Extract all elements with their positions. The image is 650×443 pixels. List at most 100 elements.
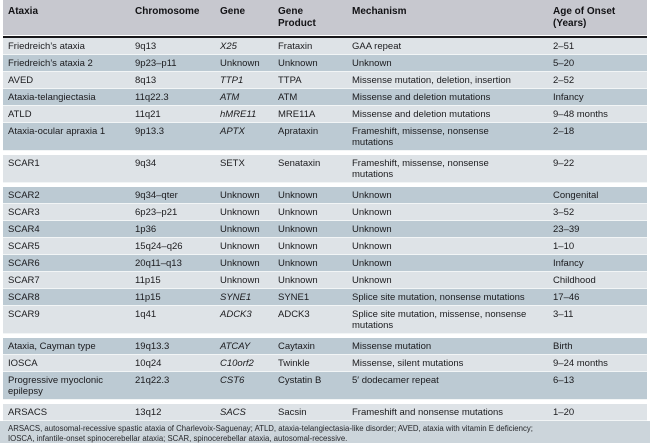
cell-ataxia: Friedreich’s ataxia 2 [8, 58, 93, 69]
cell-gene-product: Unknown [278, 190, 318, 201]
cell-mechanism: Missense mutation [352, 341, 432, 352]
cell-age-of-onset: 1–20 [553, 407, 575, 418]
cell-chromosome: 20q11–q13 [135, 258, 182, 269]
cell-age-of-onset: 17–46 [553, 292, 580, 303]
cell-chromosome: 9p23–p11 [135, 58, 177, 69]
table-row: SCAR8 11p15 SYNE1 SYNE1 Splice site muta… [3, 289, 647, 306]
table-row: SCAR3 6p23–p21 Unknown Unknown Unknown 3… [3, 204, 647, 221]
cell-gene-product: Cystatin B [278, 375, 322, 386]
table-row: IOSCA 10q24 C10orf2 Twinkle Missense, si… [3, 355, 647, 372]
cell-gene-product: Caytaxin [278, 341, 315, 352]
cell-chromosome: 9q13 [135, 41, 157, 52]
cell-ataxia: Ataxia-ocular apraxia 1 [8, 126, 106, 137]
header-divider-dark [3, 36, 647, 38]
cell-gene: SACS [220, 407, 246, 418]
cell-gene-product: SYNE1 [278, 292, 310, 303]
table-row: ARSACS 13q12 SACS Sacsin Frameshift and … [3, 404, 647, 421]
table-row: SCAR1 9q34 SETX Senataxin Frameshift, mi… [3, 155, 647, 183]
cell-mechanism: Unknown [352, 258, 392, 269]
cell-chromosome: 1p36 [135, 224, 157, 235]
cell-chromosome: 6p23–p21 [135, 207, 178, 218]
cell-age-of-onset: 6–13 [553, 375, 575, 386]
table-body: Friedreich’s ataxia 9q13 X25 Frataxin GA… [3, 38, 647, 421]
table-row: Progressive myoclonic epilepsy 21q22.3 C… [3, 372, 647, 400]
cell-mechanism: Unknown [352, 207, 392, 218]
cell-gene-product: ATM [278, 92, 298, 103]
cell-ataxia: SCAR4 [8, 224, 40, 235]
cell-chromosome: 8q13 [135, 75, 157, 86]
cell-chromosome: 19q13.3 [135, 341, 170, 352]
cell-chromosome: 11p15 [135, 292, 161, 303]
cell-chromosome: 1q41 [135, 309, 157, 320]
table-row: SCAR7 11p15 Unknown Unknown Unknown Chil… [3, 272, 647, 289]
cell-gene: SYNE1 [220, 292, 252, 303]
cell-age-of-onset: 23–39 [553, 224, 580, 235]
table-row: Ataxia-ocular apraxia 1 9p13.3 APTX Apra… [3, 123, 647, 151]
cell-gene: ATCAY [220, 341, 251, 352]
column-header-gene-product: Gene Product [278, 6, 316, 29]
ataxia-table: Ataxia Chromosome Gene Gene Product Mech… [3, 0, 647, 421]
cell-mechanism: Missense mutation, deletion, insertion [352, 75, 511, 86]
cell-age-of-onset: Childhood [553, 275, 596, 286]
cell-gene: ATM [220, 92, 240, 103]
cell-gene-product: Frataxin [278, 41, 313, 52]
cell-gene: Unknown [220, 190, 260, 201]
cell-ataxia: IOSCA [8, 358, 38, 369]
cell-mechanism: Missense, silent mutations [352, 358, 464, 369]
cell-age-of-onset: Infancy [553, 92, 584, 103]
cell-gene-product: Aprataxin [278, 126, 319, 137]
table-row: SCAR4 1p36 Unknown Unknown Unknown 23–39 [3, 221, 647, 238]
cell-age-of-onset: 9–48 months [553, 109, 608, 120]
cell-gene: C10orf2 [220, 358, 254, 369]
cell-gene: ADCK3 [220, 309, 252, 320]
cell-age-of-onset: Birth [553, 341, 573, 352]
cell-ataxia: SCAR7 [8, 275, 40, 286]
cell-chromosome: 21q22.3 [135, 375, 170, 386]
header-divider-white [3, 35, 647, 36]
cell-gene-product: Senataxin [278, 158, 321, 169]
cell-mechanism: Frameshift, missense, nonsense mutations [352, 158, 489, 180]
cell-age-of-onset: 1–10 [553, 241, 575, 252]
cell-mechanism: GAA repeat [352, 41, 402, 52]
cell-age-of-onset: 5–20 [553, 58, 575, 69]
cell-age-of-onset: 3–52 [553, 207, 575, 218]
cell-mechanism: Unknown [352, 58, 392, 69]
cell-gene-product: Unknown [278, 224, 318, 235]
cell-ataxia: AVED [8, 75, 34, 86]
cell-ataxia: ARSACS [8, 407, 48, 418]
cell-mechanism: Unknown [352, 275, 392, 286]
cell-age-of-onset: 9–24 months [553, 358, 608, 369]
cell-gene-product: Unknown [278, 207, 318, 218]
cell-ataxia: SCAR3 [8, 207, 40, 218]
cell-mechanism: Unknown [352, 190, 392, 201]
cell-gene: Unknown [220, 258, 260, 269]
cell-gene: Unknown [220, 207, 260, 218]
table-row: Ataxia, Cayman type 19q13.3 ATCAY Caytax… [3, 338, 647, 355]
table-row: AVED 8q13 TTP1 TTPA Missense mutation, d… [3, 72, 647, 89]
cell-mechanism: Frameshift and nonsense mutations [352, 407, 504, 418]
cell-chromosome: 11p15 [135, 275, 161, 286]
abbreviations-footnote: ARSACS, autosomal-recessive spastic atax… [0, 421, 650, 443]
cell-gene: TTP1 [220, 75, 244, 86]
cell-gene-product: Twinkle [278, 358, 310, 369]
cell-mechanism: Frameshift, missense, nonsense mutations [352, 126, 489, 148]
table-row: SCAR5 15q24–q26 Unknown Unknown Unknown … [3, 238, 647, 255]
cell-ataxia: Ataxia-telangiectasia [8, 92, 96, 103]
cell-age-of-onset: 2–18 [553, 126, 575, 137]
cell-gene-product: TTPA [278, 75, 302, 86]
cell-chromosome: 11q22.3 [135, 92, 169, 103]
table-row: Ataxia-telangiectasia 11q22.3 ATM ATM Mi… [3, 89, 647, 106]
cell-gene: SETX [220, 158, 245, 169]
cell-gene: Unknown [220, 224, 260, 235]
column-header-ataxia: Ataxia [8, 6, 39, 17]
cell-ataxia: Friedreich’s ataxia [8, 41, 85, 52]
cell-chromosome: 15q24–q26 [135, 241, 183, 252]
cell-ataxia: SCAR9 [8, 309, 40, 320]
cell-mechanism: Missense and deletion mutations [352, 92, 491, 103]
cell-gene-product: MRE11A [278, 109, 316, 120]
cell-chromosome: 11q21 [135, 109, 161, 120]
table-row: Friedreich’s ataxia 2 9p23–p11 Unknown U… [3, 55, 647, 72]
cell-ataxia: SCAR6 [8, 258, 40, 269]
cell-mechanism: Splice site mutation, missense, nonsense… [352, 309, 527, 331]
column-header-mechanism: Mechanism [352, 6, 407, 17]
